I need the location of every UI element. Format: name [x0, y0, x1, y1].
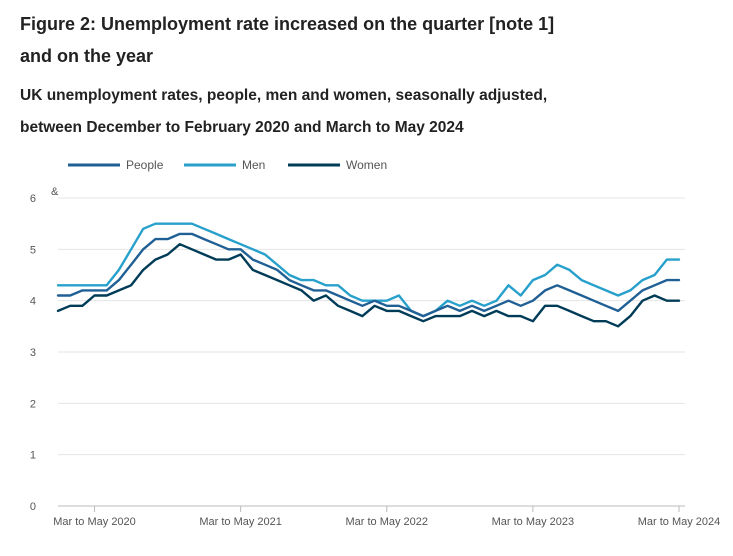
legend-label-women: Women: [346, 158, 387, 172]
x-tick-label: Mar to May 2023: [492, 516, 575, 528]
line-chart: 0 1 2 3 4 5 6 & Mar to May 2020 Mar to May 2021 Ma…: [30, 158, 721, 528]
legend-label-people: People: [126, 158, 164, 172]
series-line-women: [56, 242, 681, 328]
y-tick-label: 4: [30, 296, 36, 308]
chart-title-line-1: Figure 2: Unemployment rate increased on…: [20, 14, 555, 34]
x-tick-label: Mar to May 2022: [345, 516, 428, 528]
legend-label-men: Men: [242, 158, 265, 172]
chart-title: Figure 2: Unemployment rate increased on…: [20, 8, 720, 72]
y-tick-label: 1: [30, 450, 36, 462]
y-tick-label: 6: [30, 193, 36, 205]
chart-subtitle-line-1: UK unemployment rates, people, men and w…: [20, 87, 548, 104]
y-tick-label: 3: [30, 347, 36, 359]
chart-title-line-2: and on the year: [20, 46, 154, 66]
x-tick-label: Mar to May 2024: [638, 516, 721, 528]
series-line-men: [56, 222, 681, 318]
x-tick-label: Mar to May 2020: [53, 516, 136, 528]
chart-subtitle: UK unemployment rates, people, men and w…: [20, 80, 720, 144]
series-line-people: [56, 232, 681, 318]
y-axis-label: &: [51, 186, 59, 198]
y-tick-label: 5: [30, 244, 36, 256]
chart-subtitle-line-2: between December to February 2020 and Ma…: [20, 119, 464, 136]
x-tick-label: Mar to May 2021: [199, 516, 282, 528]
y-tick-label: 0: [30, 501, 36, 513]
y-tick-label: 2: [30, 398, 36, 410]
